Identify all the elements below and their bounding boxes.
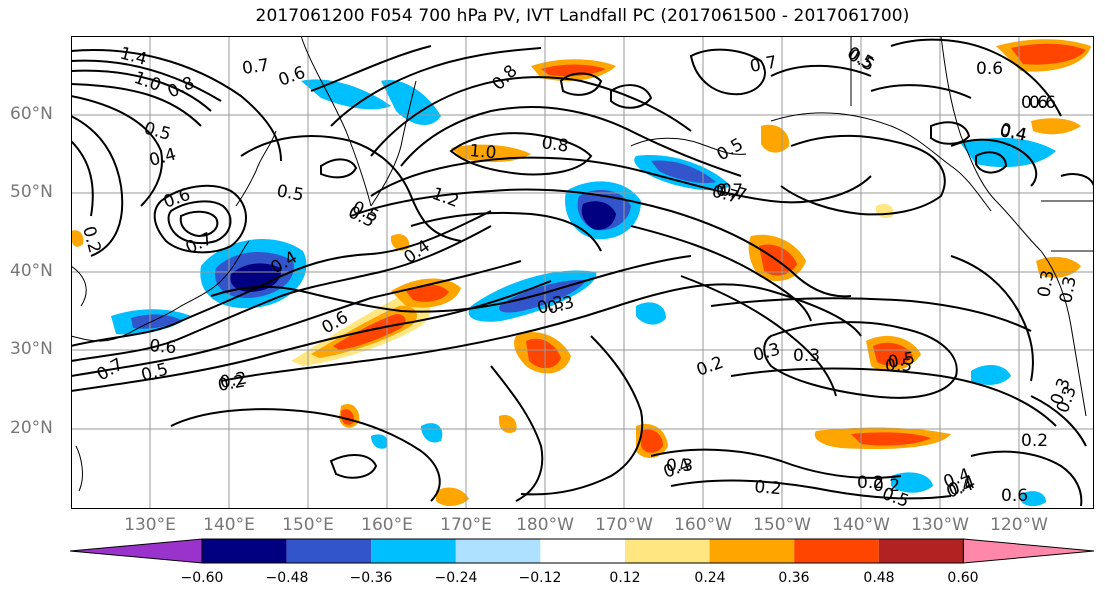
contour-label: 0.8	[540, 133, 570, 157]
colorbar-tick-label: 0.36	[778, 570, 810, 586]
contour-label: 0.2	[218, 369, 248, 393]
contour-label: 1.0	[469, 141, 498, 163]
lat-label-30n: 30°N	[10, 339, 53, 359]
map-frame	[71, 36, 1094, 509]
colorbar-tick-label: −0.36	[349, 570, 393, 586]
lat-label-20n: 20°N	[10, 418, 53, 438]
colorbar-segment	[202, 539, 287, 563]
colorbar-extend-high	[962, 538, 1095, 564]
contour-label: 0.2	[1021, 431, 1048, 451]
colorbar-tick-label: −0.12	[518, 570, 562, 586]
contour-label: 0.6	[149, 336, 178, 358]
lon-label: 120°W	[990, 515, 1048, 535]
contour-label: 0.3	[1034, 269, 1058, 299]
contour-label: 0.5	[885, 356, 912, 376]
contour-label: 0.6	[1001, 486, 1028, 506]
lat-label-60n: 60°N	[10, 104, 53, 124]
colorbar-extend-low	[70, 538, 203, 564]
contour-label: 0.2	[857, 473, 884, 493]
contour-label: 0.3	[1056, 275, 1080, 305]
colorbar	[70, 538, 1095, 564]
contour-label: 0.2	[754, 477, 783, 499]
contour-label: 0.5	[275, 181, 305, 205]
lon-label: 140°W	[832, 515, 890, 535]
colorbar-segment	[878, 539, 964, 563]
contour-label: 0.3	[793, 346, 820, 366]
contour-label: 0.7	[748, 53, 778, 77]
colorbar-segment	[625, 539, 710, 563]
lon-label: 160°W	[674, 515, 732, 535]
lon-label: 130°E	[124, 515, 176, 535]
contour-label: 0.4	[998, 121, 1028, 145]
contour-label: 0.6	[976, 59, 1003, 79]
lon-label: 140°E	[203, 515, 255, 535]
colorbar-segment	[709, 539, 795, 563]
lat-label-50n: 50°N	[10, 182, 53, 202]
lat-label-40n: 40°N	[10, 261, 53, 281]
colorbar-tick-label: 0.48	[863, 570, 895, 586]
contour-label: 0.7	[716, 181, 743, 201]
colorbar-segment	[371, 539, 456, 563]
plot-title: 2017061200 F054 700 hPa PV, IVT Landfall…	[255, 6, 910, 26]
colorbar-tick-label: 0.12	[609, 570, 641, 586]
contour-label: 0.6	[1021, 93, 1048, 113]
lon-label: 150°E	[282, 515, 334, 535]
colorbar-segment	[286, 539, 372, 563]
colorbar-segment	[455, 539, 541, 563]
pv-contour-layer	[71, 38, 1094, 507]
lon-label: 170°E	[440, 515, 492, 535]
colorbar-tick-label: −0.48	[265, 570, 309, 586]
map-panel: 1.4 1.0 0.8 0.7 0.6 0.5 0.4 0.5 0.6 0.7 …	[71, 36, 1094, 509]
lon-label: 180°W	[516, 515, 574, 535]
lon-label: 150°W	[753, 515, 811, 535]
colorbar-tick-label: −0.24	[434, 570, 478, 586]
contour-label: 0.7	[241, 55, 271, 79]
lon-label: 130°W	[911, 515, 969, 535]
contour-label: 0.6	[1029, 93, 1056, 113]
lon-label: 160°E	[361, 515, 413, 535]
contour-label: 0.5	[886, 349, 916, 373]
contour-label: 0.2	[216, 372, 246, 396]
contour-label: 0.2	[873, 476, 900, 496]
lon-label: 170°W	[595, 515, 653, 535]
colorbar-tick-label: 0.60	[947, 570, 979, 586]
colorbar-tick-label: 0.24	[694, 570, 726, 586]
colorbar-segment	[794, 539, 879, 563]
contour-label: 0.3	[666, 456, 693, 476]
colorbar-tick-label: −0.60	[180, 570, 224, 586]
colorbar-segment	[540, 539, 625, 563]
